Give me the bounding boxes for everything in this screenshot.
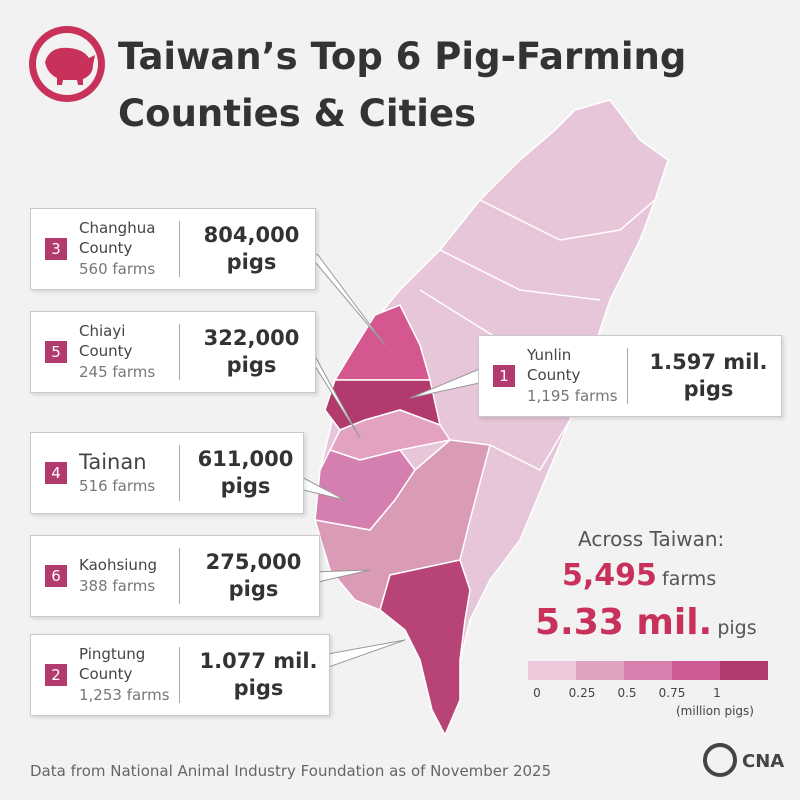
legend (528, 661, 768, 680)
rank: 5 (45, 341, 67, 363)
border (439, 249, 601, 301)
legend-tick-label: 0.75 (658, 686, 686, 700)
divider (179, 221, 180, 277)
farm-count: 560 farms (79, 260, 156, 278)
county-name: Tainan (79, 450, 147, 474)
amount: 1.077 mil. (199, 649, 318, 673)
farms-unit: farms (662, 568, 717, 590)
legend-tick-label: 1 (713, 686, 721, 700)
divider (179, 324, 180, 380)
unit: pigs (228, 577, 279, 601)
county: Changhua County 560 farms (79, 218, 179, 280)
farm-count: 1,195 farms (527, 387, 618, 405)
divider (179, 548, 180, 604)
kaohsiung (314, 439, 491, 611)
county: Yunlin County 1,195 farms (527, 345, 627, 407)
leader (321, 639, 406, 669)
legend-swatch (672, 661, 720, 680)
amount: 611,000 (197, 447, 294, 471)
county: Kaohsiung 388 farms (79, 555, 179, 597)
legend-tick-label: 0.25 (568, 686, 596, 700)
farms-total: 5,495 (562, 558, 657, 593)
pig-count: 804,000 pigs (188, 222, 315, 276)
title: Taiwan’s Top 6 Pig-Farming Counties & Cit… (118, 28, 758, 142)
source: Data from National Animal Industry Found… (30, 762, 552, 780)
pigs-total: 5.33 mil. (535, 602, 713, 643)
legend-unit: (million pigs) (676, 704, 754, 718)
amount: 322,000 (203, 326, 300, 350)
callout: 5 Chiayi County 245 farms 322,000 pigs (30, 311, 316, 393)
pig-count: 1.077 mil. pigs (188, 648, 329, 702)
divider (179, 647, 180, 703)
callout: 1 Yunlin County 1,195 farms 1.597 mil. pigs (478, 335, 782, 417)
farm-count: 516 farms (79, 477, 156, 495)
legend-swatch (624, 661, 672, 680)
rank: 6 (45, 565, 67, 587)
rank: 2 (45, 664, 67, 686)
farm-count: 1,253 farms (79, 686, 170, 704)
unit: pigs (226, 353, 277, 377)
pigs-unit: pigs (717, 617, 757, 639)
callout: 2 Pingtung County 1,253 farms 1.077 mil. pig… (30, 634, 330, 716)
amount: 275,000 (205, 550, 302, 574)
summary-pigs: 5.33 mil. pigs (535, 602, 757, 643)
unit: pigs (220, 474, 271, 498)
unit: pigs (683, 377, 734, 401)
leader (304, 249, 386, 346)
unit: pigs (226, 250, 277, 274)
legend-swatch (528, 661, 576, 680)
county-name: Yunlin County (527, 346, 581, 384)
cna-logo: CNA (742, 751, 784, 772)
legend-tick-label: 0 (533, 686, 541, 700)
pig-count: 322,000 pigs (188, 325, 315, 379)
summary-heading: Across Taiwan: (578, 527, 725, 551)
legend-swatch (576, 661, 624, 680)
county-name: Chiayi County (79, 322, 133, 360)
legend-tick-label: 0.5 (617, 686, 637, 700)
callout: 4 Tainan 516 farms 611,000 pigs (30, 432, 304, 514)
title-line: Taiwan’s Top 6 Pig-Farming (118, 35, 687, 78)
county: Tainan 516 farms (79, 449, 179, 497)
pig-count: 275,000 pigs (188, 549, 319, 603)
unit: pigs (233, 676, 284, 700)
county-name: Changhua County (79, 219, 156, 257)
summary-farms: 5,495 farms (562, 558, 716, 593)
border (489, 419, 571, 471)
legend-swatch (720, 661, 768, 680)
rank: 3 (45, 238, 67, 260)
farm-count: 245 farms (79, 363, 156, 381)
county-name: Pingtung County (79, 645, 146, 683)
county: Pingtung County 1,253 farms (79, 644, 179, 706)
cna-logo-mark (703, 743, 737, 777)
pingtung (379, 559, 471, 736)
pig-count: 1.597 mil. pigs (636, 349, 781, 403)
divider (179, 445, 180, 501)
callout: 3 Changhua County 560 farms 804,000 pigs (30, 208, 316, 290)
divider (627, 348, 628, 404)
amount: 1.597 mil. (649, 350, 768, 374)
pig-count: 611,000 pigs (188, 446, 303, 500)
border (479, 199, 656, 241)
callout: 6 Kaohsiung 388 farms 275,000 pigs (30, 535, 320, 617)
amount: 804,000 (203, 223, 300, 247)
county: Chiayi County 245 farms (79, 321, 179, 383)
title-line: Counties & Cities (118, 92, 477, 135)
rank: 1 (493, 365, 515, 387)
farm-count: 388 farms (79, 577, 156, 595)
rank: 4 (45, 462, 67, 484)
pig-icon (45, 47, 95, 85)
county-name: Kaohsiung (79, 556, 157, 574)
